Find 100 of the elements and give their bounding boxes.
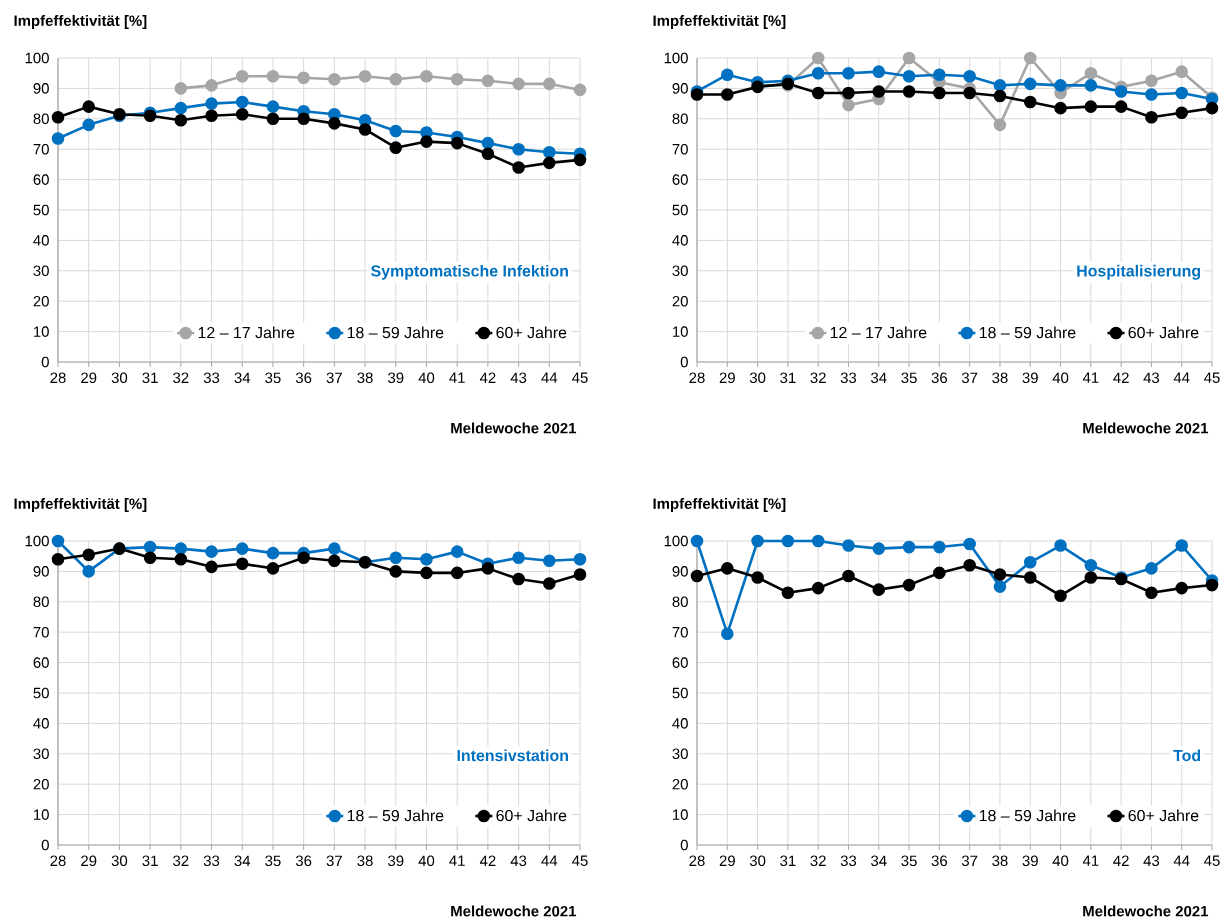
- x-tick-label: 45: [572, 855, 588, 866]
- x-tick-label: 42: [479, 372, 496, 383]
- x-tick-label: 33: [203, 855, 220, 867]
- x-tick-label: 40: [1052, 372, 1069, 384]
- y-tick-label: 100: [25, 535, 49, 547]
- x-tick-label: 39: [388, 372, 404, 384]
- y-tick-label: 70: [672, 626, 688, 638]
- y-tick-label: 80: [33, 113, 49, 125]
- legend-label: 18 – 59 Jahre: [347, 809, 444, 822]
- x-tick-label: 35: [265, 372, 281, 384]
- x-tick-label: 30: [111, 855, 128, 867]
- x-tick-label: 41: [1082, 372, 1099, 383]
- x-tick-label: 39: [1022, 372, 1038, 384]
- x-axis-title: Meldewoche 2021: [1083, 905, 1209, 917]
- y-tick-label: 90: [33, 83, 49, 94]
- x-tick-label: 34: [234, 855, 251, 867]
- y-tick-label: 60: [33, 657, 49, 668]
- y-tick-label: 50: [672, 687, 688, 699]
- x-tick-label: 37: [326, 372, 342, 384]
- x-tick-label: 45: [572, 372, 588, 383]
- x-tick-label: 42: [479, 855, 496, 866]
- x-tick-label: 42: [1113, 372, 1129, 383]
- y-tick-label: 70: [672, 143, 688, 155]
- x-tick-label: 44: [541, 372, 558, 383]
- x-tick-label: 29: [81, 372, 97, 384]
- x-tick-label: 41: [449, 372, 465, 383]
- x-tick-label: 43: [1143, 372, 1160, 384]
- y-axis-title: Impfeffektivität [%]: [653, 15, 786, 29]
- y-tick-label: 10: [34, 809, 49, 820]
- y-tick-label: 30: [672, 748, 688, 760]
- x-tick-label: 38: [992, 372, 1008, 384]
- y-tick-label: 20: [672, 295, 688, 307]
- x-tick-label: 31: [780, 855, 796, 867]
- y-tick-label: 80: [672, 596, 688, 608]
- x-tick-label: 37: [961, 855, 978, 867]
- y-tick-label: 90: [672, 566, 688, 577]
- y-tick-label: 90: [33, 566, 49, 577]
- x-tick-label: 33: [840, 372, 857, 384]
- y-tick-label: 0: [41, 839, 49, 851]
- x-tick-label: 41: [1082, 855, 1099, 866]
- x-tick-label: 43: [510, 855, 527, 867]
- x-tick-label: 35: [901, 855, 917, 867]
- y-tick-label: 40: [672, 718, 688, 729]
- x-tick-label: 37: [326, 855, 342, 867]
- y-tick-label: 60: [33, 174, 49, 185]
- y-tick-label: 80: [672, 113, 688, 125]
- x-tick-label: 44: [541, 855, 558, 866]
- legend-label: 60+ Jahre: [1128, 809, 1199, 822]
- y-axis-title: Impfeffektivität [%]: [14, 15, 147, 29]
- x-tick-label: 36: [295, 855, 312, 867]
- y-axis-title: Impfeffektivität [%]: [653, 498, 786, 512]
- y-tick-label: 0: [680, 356, 688, 368]
- x-tick-label: 40: [418, 855, 435, 867]
- x-tick-label: 38: [357, 372, 373, 384]
- x-tick-label: 44: [1173, 372, 1190, 383]
- x-tick-label: 33: [203, 372, 220, 384]
- y-tick-label: 20: [33, 778, 49, 790]
- x-tick-label: 44: [1173, 855, 1190, 866]
- y-tick-label: 60: [672, 657, 688, 668]
- x-tick-label: 33: [840, 855, 857, 867]
- x-tick-label: 36: [295, 372, 312, 384]
- x-tick-label: 30: [749, 372, 766, 384]
- text: Tod: [1173, 749, 1201, 762]
- x-tick-label: 32: [173, 372, 189, 384]
- y-tick-label: 70: [33, 143, 49, 155]
- legend-label: 18 – 59 Jahre: [979, 326, 1076, 339]
- text: Hospitalisierung: [1077, 264, 1201, 280]
- y-tick-label: 10: [34, 326, 49, 337]
- x-tick-label: 35: [265, 855, 281, 867]
- y-tick-label: 20: [672, 778, 688, 790]
- x-tick-label: 36: [931, 372, 948, 384]
- y-tick-label: 60: [672, 174, 688, 185]
- y-tick-label: 100: [25, 52, 49, 64]
- x-tick-label: 32: [173, 855, 189, 867]
- x-axis-title: Meldewoche 2021: [451, 905, 577, 917]
- x-tick-label: 45: [1204, 855, 1220, 866]
- y-tick-label: 50: [33, 687, 49, 699]
- text: Symptomatische Infektion: [371, 264, 568, 280]
- x-tick-label: 30: [111, 372, 128, 384]
- x-tick-label: 29: [81, 855, 97, 867]
- x-tick-label: 32: [810, 372, 826, 384]
- x-tick-label: 37: [961, 372, 978, 384]
- y-tick-label: 50: [33, 204, 49, 216]
- x-tick-label: 31: [780, 372, 796, 384]
- legend-label: 60+ Jahre: [1128, 326, 1199, 339]
- y-tick-label: 10: [673, 326, 688, 337]
- x-tick-label: 38: [992, 855, 1008, 867]
- y-tick-label: 20: [33, 295, 49, 307]
- x-tick-label: 41: [449, 855, 465, 866]
- y-tick-label: 40: [33, 718, 49, 729]
- y-tick-label: 30: [33, 265, 49, 277]
- y-tick-label: 0: [680, 839, 688, 851]
- x-axis-title: Meldewoche 2021: [451, 422, 577, 434]
- legend-label: 18 – 59 Jahre: [979, 809, 1076, 822]
- y-tick-label: 30: [33, 748, 49, 760]
- x-tick-label: 31: [142, 855, 158, 867]
- x-tick-label: 30: [749, 855, 766, 867]
- y-tick-label: 30: [672, 265, 688, 277]
- y-axis-title: Impfeffektivität [%]: [14, 498, 147, 512]
- x-tick-label: 40: [418, 372, 435, 384]
